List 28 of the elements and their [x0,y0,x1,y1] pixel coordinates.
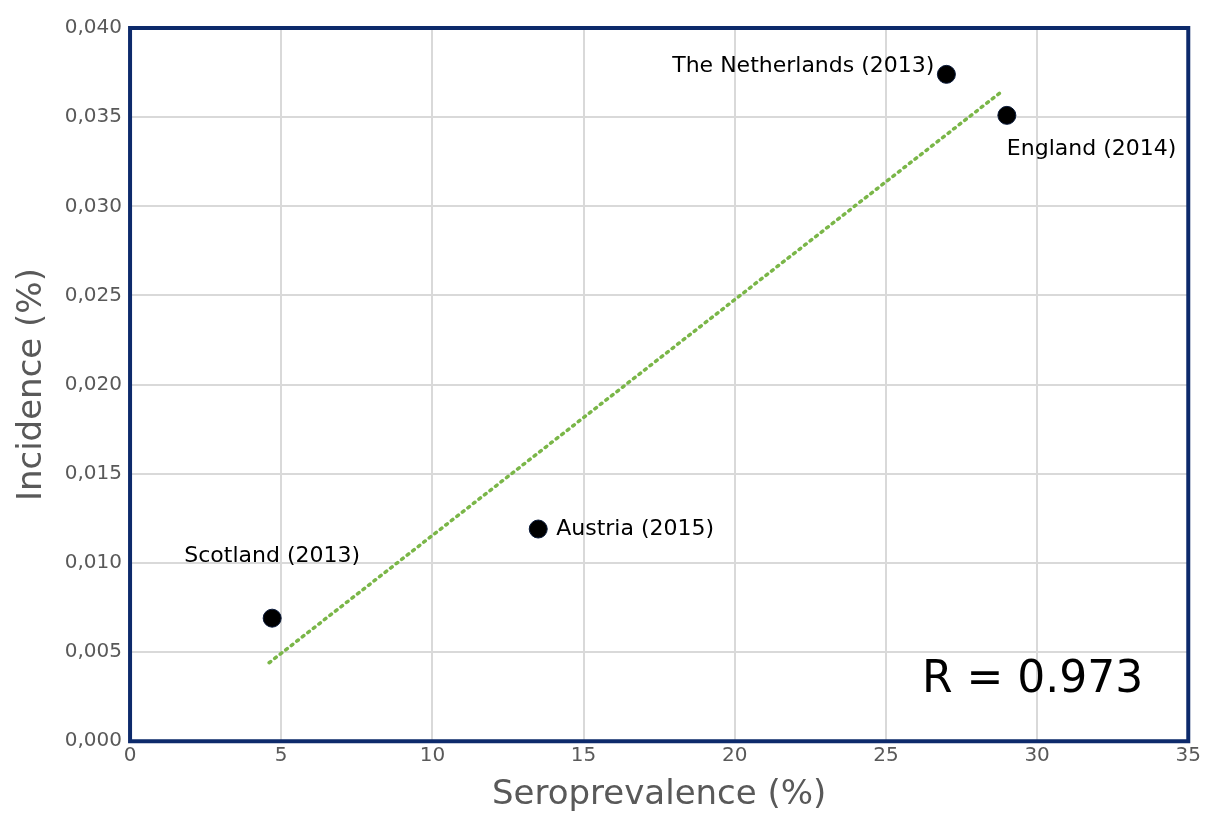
annotation: The Netherlands (2013) [671,52,935,78]
y-axis-title: Incidence (%) [9,268,50,502]
y-tick-label: 0,005 [64,638,123,663]
x-tick-label: 35 [1175,742,1201,767]
annotation: Scotland (2013) [184,541,361,567]
y-tick-label: 0,010 [64,549,123,574]
point [262,608,282,628]
y-tick-label: 0,025 [64,281,123,306]
x-tick-label: 25 [873,742,899,767]
y-tick-label: 0,035 [64,103,123,128]
x-axis-title: Seroprevalence (%) [491,772,827,813]
x-tick-label: 10 [419,742,446,767]
y-tick-label: 0,030 [64,192,123,217]
annotation: R = 0.973 [921,651,1144,703]
x-tick-label: 20 [722,742,748,767]
annotation: England (2014) [1006,135,1177,161]
point [936,64,956,84]
point [997,105,1017,125]
x-tick-label: 5 [274,742,288,767]
x-tick-label: 0 [123,742,137,767]
x-tick-label: 30 [1024,742,1050,767]
point [528,519,548,539]
x-tick-label: 15 [570,742,597,767]
y-tick-label: 0,020 [64,370,123,395]
y-tick-label: 0,000 [64,727,123,752]
y-tick-label: 0,015 [64,459,123,484]
y-tick-label: 0,040 [64,14,123,39]
annotation: Austria (2015) [556,514,715,540]
